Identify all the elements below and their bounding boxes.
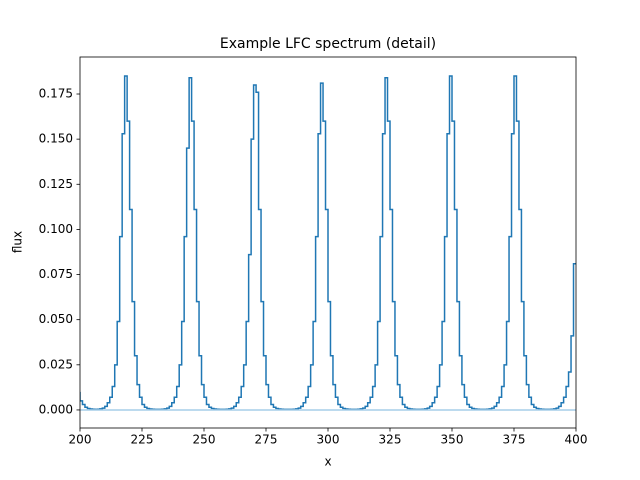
x-tick-label: 400 (565, 433, 588, 447)
x-tick-label: 225 (131, 433, 154, 447)
y-tick-label: 0.100 (39, 222, 73, 236)
x-tick-label: 250 (193, 433, 216, 447)
x-tick-label: 350 (441, 433, 464, 447)
y-tick-label: 0.075 (39, 267, 73, 281)
y-axis-label: flux (11, 231, 25, 253)
x-tick-label: 325 (379, 433, 402, 447)
x-tick-label: 275 (255, 433, 278, 447)
y-tick-label: 0.050 (39, 312, 73, 326)
y-tick-label: 0.000 (39, 402, 73, 416)
x-tick-label: 200 (69, 433, 92, 447)
y-tick-label: 0.175 (39, 87, 73, 101)
x-tick-label: 300 (317, 433, 340, 447)
x-axis-label: x (324, 455, 331, 469)
x-tick-label: 375 (503, 433, 526, 447)
y-tick-label: 0.025 (39, 357, 73, 371)
plot-frame (79, 56, 577, 429)
y-tick-label: 0.150 (39, 132, 73, 146)
y-tick-label: 0.125 (39, 177, 73, 191)
chart-title: Example LFC spectrum (detail) (220, 36, 436, 52)
